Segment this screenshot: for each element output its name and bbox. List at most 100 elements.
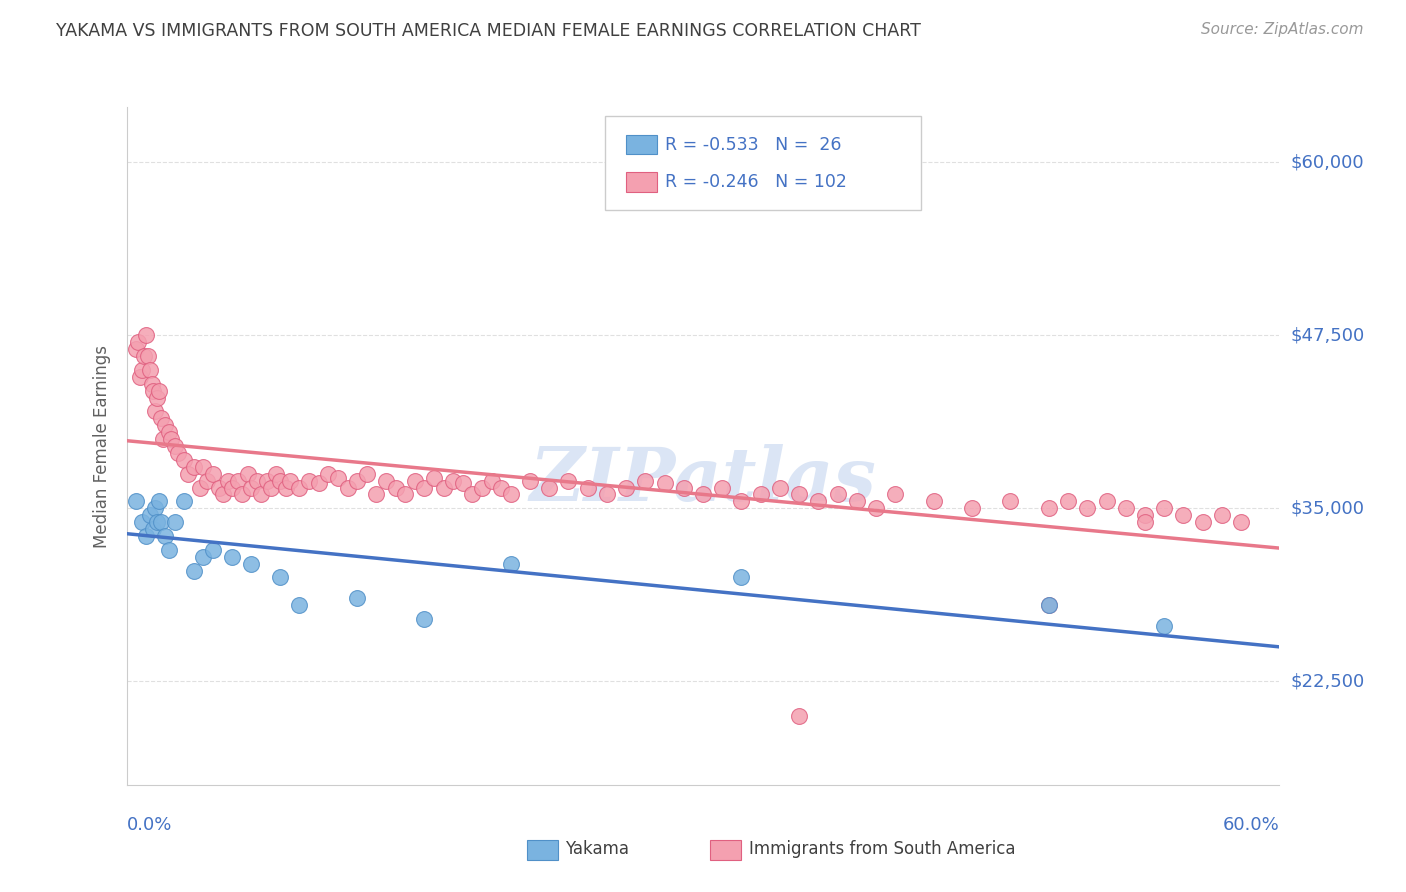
Point	[827, 487, 849, 501]
Point	[188, 481, 211, 495]
Point	[346, 591, 368, 606]
Point	[183, 564, 205, 578]
Text: 0.0%: 0.0%	[127, 816, 172, 834]
Point	[145, 404, 166, 418]
Point	[127, 335, 149, 350]
Point	[413, 481, 436, 495]
Point	[131, 363, 153, 377]
Point	[163, 439, 186, 453]
Point	[148, 494, 170, 508]
Point	[135, 529, 157, 543]
Text: $35,000: $35,000	[1291, 500, 1365, 517]
Point	[960, 501, 983, 516]
Point	[519, 474, 541, 488]
Text: Source: ZipAtlas.com: Source: ZipAtlas.com	[1201, 22, 1364, 37]
Point	[730, 570, 752, 584]
Point	[150, 411, 173, 425]
Point	[153, 418, 176, 433]
Point	[316, 467, 339, 481]
Point	[221, 481, 243, 495]
Point	[278, 474, 301, 488]
Text: R = -0.246   N = 102: R = -0.246 N = 102	[665, 173, 846, 191]
Point	[153, 529, 176, 543]
Point	[451, 476, 474, 491]
Point	[208, 481, 231, 495]
Point	[489, 481, 512, 495]
Point	[163, 515, 186, 529]
Point	[1211, 508, 1233, 523]
Point	[413, 612, 436, 626]
Point	[711, 481, 734, 495]
Point	[259, 481, 281, 495]
Point	[356, 467, 378, 481]
Point	[1000, 494, 1022, 508]
Point	[481, 474, 503, 488]
Text: Yakama: Yakama	[565, 840, 630, 858]
Point	[226, 474, 249, 488]
Point	[557, 474, 579, 488]
Point	[142, 522, 165, 536]
Point	[159, 432, 181, 446]
Point	[288, 481, 311, 495]
Text: YAKAMA VS IMMIGRANTS FROM SOUTH AMERICA MEDIAN FEMALE EARNINGS CORRELATION CHART: YAKAMA VS IMMIGRANTS FROM SOUTH AMERICA …	[56, 22, 921, 40]
Point	[1133, 515, 1156, 529]
Point	[499, 557, 522, 571]
Point	[135, 328, 157, 343]
Point	[471, 481, 494, 495]
Point	[394, 487, 416, 501]
Point	[423, 471, 446, 485]
Point	[538, 481, 561, 495]
Point	[499, 487, 522, 501]
Point	[1038, 501, 1060, 516]
Point	[1057, 494, 1080, 508]
Text: $22,500: $22,500	[1291, 673, 1365, 690]
Point	[142, 384, 165, 398]
Point	[240, 557, 263, 571]
Point	[1230, 515, 1253, 529]
Point	[246, 474, 269, 488]
Point	[231, 487, 253, 501]
Point	[150, 515, 173, 529]
Point	[634, 474, 657, 488]
Point	[221, 549, 243, 564]
Point	[404, 474, 426, 488]
Point	[266, 467, 288, 481]
Point	[132, 349, 155, 363]
Point	[157, 425, 180, 439]
Point	[461, 487, 484, 501]
Point	[269, 570, 291, 584]
Point	[672, 481, 695, 495]
Point	[433, 481, 456, 495]
Point	[1115, 501, 1137, 516]
Point	[274, 481, 297, 495]
Point	[1133, 508, 1156, 523]
Point	[195, 474, 218, 488]
Point	[654, 476, 676, 491]
Point	[596, 487, 619, 501]
Point	[148, 384, 170, 398]
Point	[787, 487, 810, 501]
Point	[136, 349, 159, 363]
Point	[769, 481, 792, 495]
Point	[288, 598, 311, 612]
Point	[157, 542, 180, 557]
Point	[1076, 501, 1098, 516]
Point	[125, 342, 148, 356]
Point	[138, 363, 160, 377]
Point	[177, 467, 200, 481]
Point	[256, 474, 278, 488]
Point	[193, 459, 215, 474]
Point	[845, 494, 868, 508]
Point	[884, 487, 907, 501]
Point	[576, 481, 599, 495]
Point	[308, 476, 330, 491]
Point	[1038, 598, 1060, 612]
Point	[346, 474, 368, 488]
Point	[336, 481, 359, 495]
Point	[141, 376, 163, 391]
Point	[366, 487, 388, 501]
Point	[173, 453, 195, 467]
Point	[269, 474, 291, 488]
Point	[201, 467, 224, 481]
Point	[326, 471, 349, 485]
